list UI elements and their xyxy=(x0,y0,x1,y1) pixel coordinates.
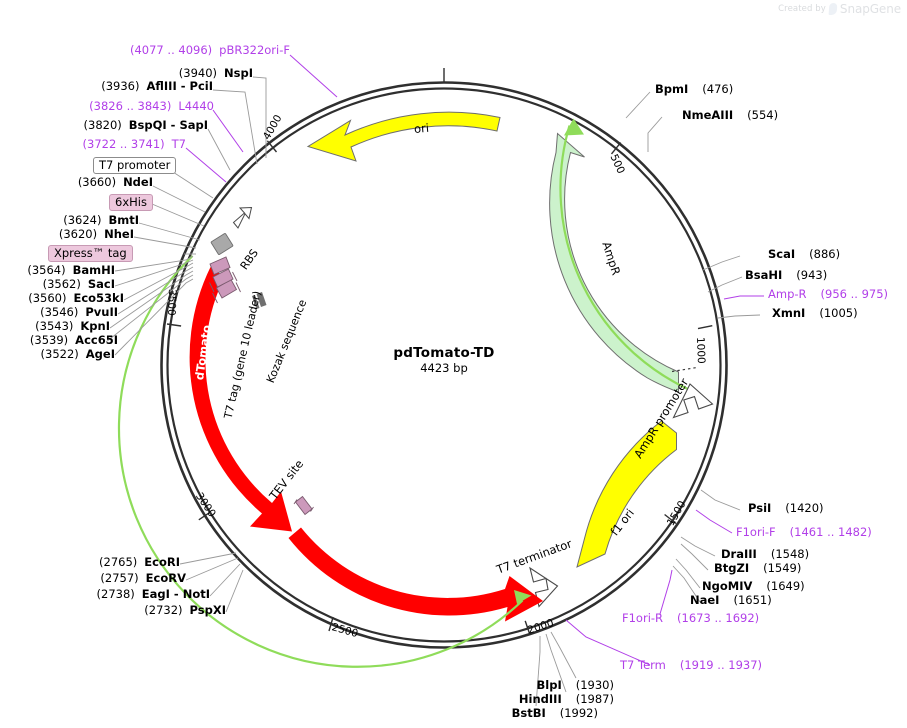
leader-lines-bottom-left xyxy=(179,552,244,613)
leader-lines-bottom xyxy=(535,619,651,707)
label-bsahi: BsaHI (943) xyxy=(745,268,828,282)
label-ndei: (3660) NdeI xyxy=(77,175,153,189)
feature-t7-tag-cluster xyxy=(209,256,241,304)
label-ngomiv: NgoMIV (1649) xyxy=(702,579,805,593)
label-f1ori-f: F1ori-F (1461 .. 1482) xyxy=(736,525,872,539)
label-btgzi: BtgZI (1549) xyxy=(714,561,802,575)
label-pvuii: (3546) PvuII xyxy=(40,305,118,319)
label-naei: NaeI (1651) xyxy=(690,593,772,607)
feature-ori xyxy=(306,111,501,162)
label-f1ori-r: F1ori-R (1673 .. 1692) xyxy=(622,611,760,625)
label-scai: ScaI (886) xyxy=(768,247,841,261)
watermark-created-by: Created by xyxy=(778,4,826,14)
label-agei: (3522) AgeI xyxy=(40,347,115,361)
label-bstbi: BstBI (1992) xyxy=(511,706,598,720)
leader-lines-right xyxy=(625,91,764,615)
ruler-tick-label-1000: 1000 xyxy=(694,336,707,364)
plasmid-title: pdTomato-TD 4423 bp xyxy=(393,345,494,375)
ruler-tick-label-3500: 3500 xyxy=(165,288,178,316)
label-hindiii: HindIII (1987) xyxy=(518,692,614,706)
ruler-ticks xyxy=(166,140,713,635)
label-t7-term: T7 Term (1919 .. 1937) xyxy=(620,658,763,672)
feature-rbs xyxy=(210,206,253,255)
label-bpmi: BpmI (476) xyxy=(655,82,734,96)
label-ecori: (2765) EcoRI xyxy=(99,555,180,569)
label-eagi-noti: (2738) EagI - NotI xyxy=(96,587,210,601)
feature-caption-t7-promoter: T7 promoter xyxy=(93,157,177,174)
label-bspqi-sapi: (3820) BspQI - SapI xyxy=(83,118,208,132)
feature-dtomato-2 xyxy=(288,527,543,622)
label-t7: (3722 .. 3741) T7 xyxy=(82,137,186,151)
feature-tev-site xyxy=(293,495,314,516)
label-bamhi: (3564) BamHI xyxy=(27,263,115,277)
orf-outline-arc-ampr xyxy=(559,118,701,396)
label-aflIII-pcii: (3936) AflIII - PciI xyxy=(101,79,213,93)
label-nspi: (3940) NspI xyxy=(178,66,253,80)
feature-ampr-promoter xyxy=(672,383,714,419)
feature-label-ori: ori xyxy=(413,120,430,136)
feature-caption-xpress-tag: Xpress™ tag xyxy=(48,245,133,262)
label-kpni: (3543) KpnI xyxy=(35,319,110,333)
orf-outline-arc-dtomato xyxy=(117,255,532,668)
label-pbr322ori-f: (4077 .. 4096) pBR322ori-F xyxy=(130,43,290,57)
label-nhei: (3620) NheI xyxy=(58,227,134,241)
label-amp-r: Amp-R (956 .. 975) xyxy=(768,287,889,301)
leader-lines-top-left xyxy=(105,54,338,356)
label-l4440: (3826 .. 3843) L4440 xyxy=(89,99,214,113)
label-ecorv: (2757) EcoRV xyxy=(100,571,186,585)
label-eco53ki: (3560) Eco53kI xyxy=(28,291,124,305)
label-nmeaiii: NmeAIII (554) xyxy=(682,108,779,122)
feature-kozak-sequence xyxy=(252,292,267,309)
label-saci: (3562) SacI xyxy=(42,277,115,291)
snapgene-watermark: Created by SnapGene xyxy=(778,2,901,16)
label-psii: PsiI (1420) xyxy=(748,501,824,515)
label-draiii: DraIII (1548) xyxy=(721,547,810,561)
snapgene-logo-icon xyxy=(828,3,838,15)
label-bmti: (3624) BmtI xyxy=(63,213,139,227)
label-xmni: XmnI (1005) xyxy=(772,306,858,320)
label-pspxi: (2732) PspXI xyxy=(144,603,226,617)
label-acc65i: (3539) Acc65I xyxy=(29,333,118,347)
page-title: pdTomato-TD xyxy=(393,345,495,361)
watermark-brand: SnapGene xyxy=(839,2,901,16)
label-blpi: BlpI (1930) xyxy=(536,678,614,692)
feature-caption-6xhis: 6xHis xyxy=(109,194,153,211)
feature-f1-ori xyxy=(576,420,677,568)
feature-dtomato-1 xyxy=(189,267,292,532)
plasmid-size: 4423 bp xyxy=(420,361,468,375)
